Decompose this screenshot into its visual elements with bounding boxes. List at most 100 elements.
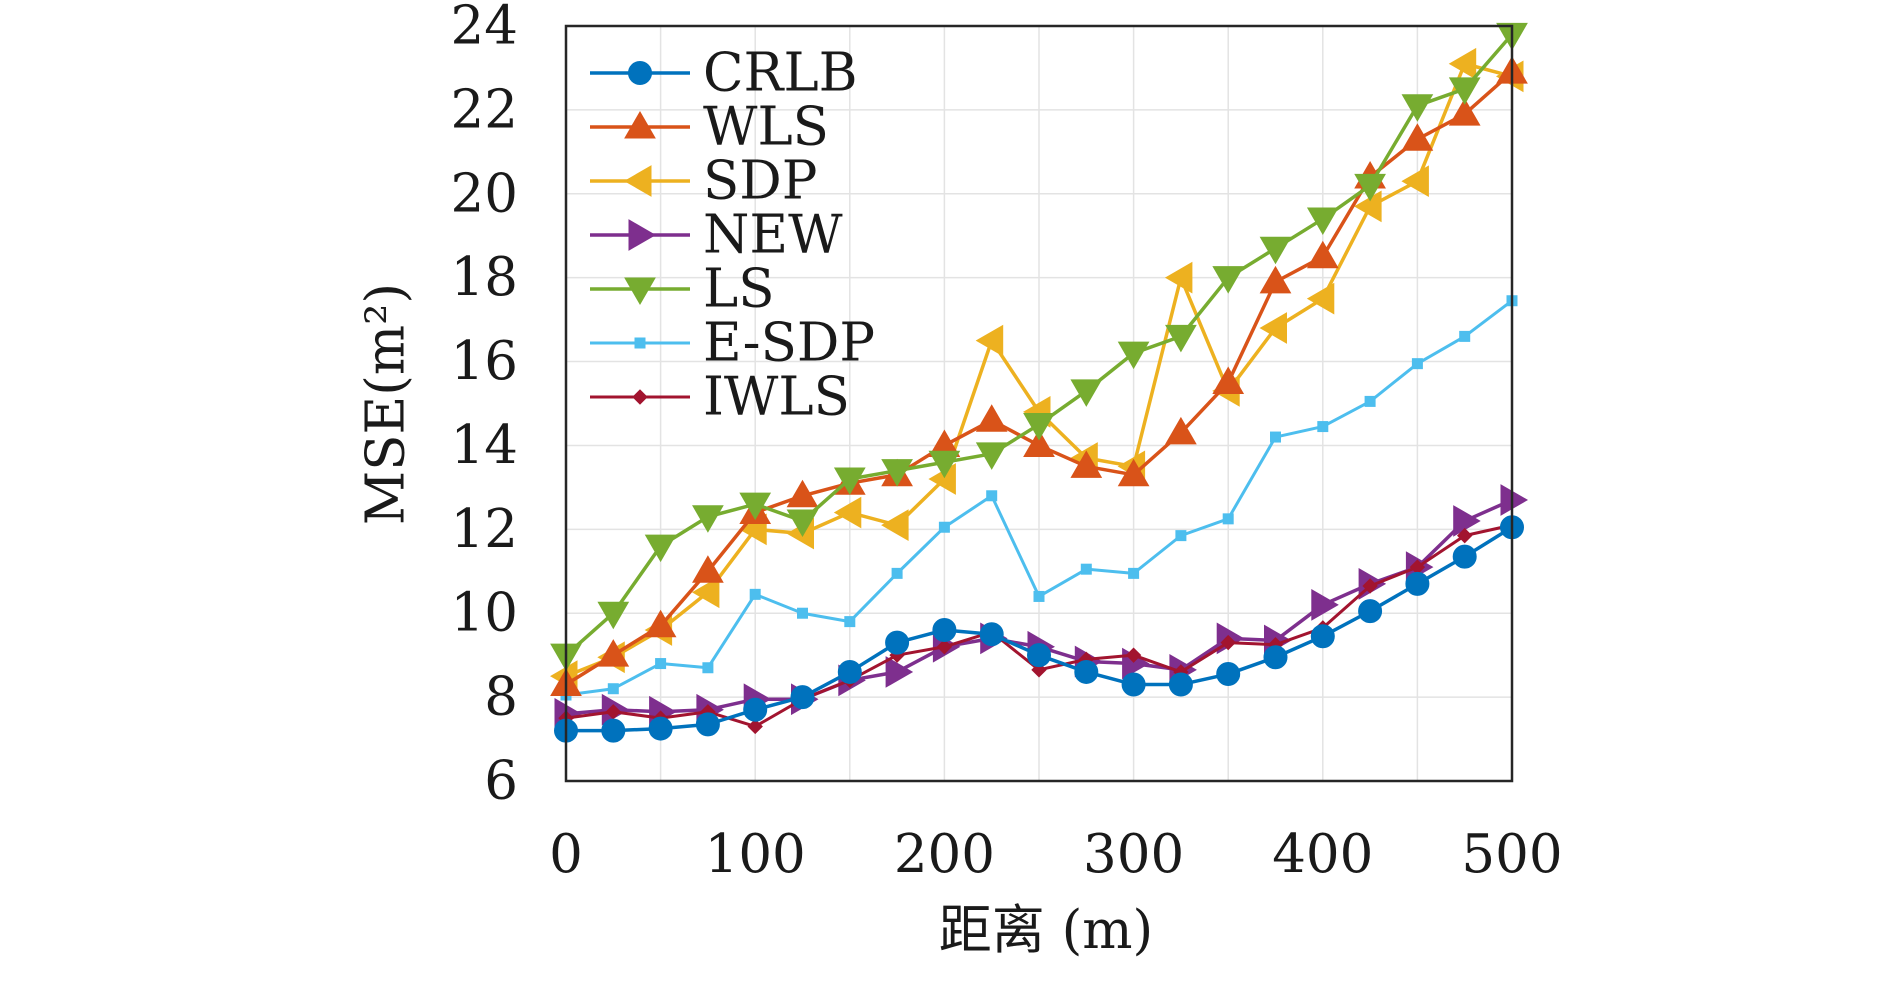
data-point [1212, 366, 1245, 395]
series-group [549, 22, 1529, 743]
legend-swatch-marker [634, 337, 646, 349]
data-point [1306, 207, 1339, 235]
data-point [1259, 265, 1292, 294]
data-point [739, 492, 772, 521]
data-point [1070, 450, 1103, 478]
data-point [1448, 77, 1481, 105]
plot-area-frame [564, 24, 1514, 783]
data-point [885, 630, 910, 655]
data-point [1448, 98, 1481, 126]
y-tick-label: 6 [484, 751, 518, 812]
data-point [1452, 544, 1477, 569]
data-point [1362, 578, 1378, 594]
y-tick-label: 24 [451, 0, 518, 57]
legend-swatch-marker [624, 277, 656, 306]
data-point [692, 505, 724, 533]
y-tick-label: 10 [451, 583, 518, 644]
x-tick-label: 500 [1461, 824, 1562, 885]
data-point [1405, 571, 1430, 596]
legend-label: LS [703, 259, 775, 320]
data-point [1364, 395, 1376, 407]
data-point [1306, 282, 1335, 315]
data-point [1354, 190, 1382, 223]
data-point [1168, 672, 1193, 697]
data-point [1259, 312, 1287, 344]
y-tick-label: 8 [484, 667, 518, 728]
legend-item-wls: WLS [590, 97, 829, 158]
x-tick-label: 0 [549, 824, 583, 885]
data-point [1453, 505, 1481, 537]
data-point [891, 567, 903, 579]
data-point [1459, 330, 1471, 342]
data-point [786, 479, 819, 508]
data-point [1212, 266, 1245, 294]
data-point [1310, 624, 1335, 649]
data-point [979, 622, 1004, 647]
data-point [1070, 379, 1103, 407]
data-point [644, 534, 677, 563]
data-point [1175, 530, 1187, 542]
legend-label: SDP [703, 151, 817, 212]
data-point [1263, 645, 1288, 670]
legend-swatch-marker [623, 165, 652, 197]
data-point [1117, 341, 1150, 370]
data-point [743, 697, 768, 722]
data-point [881, 509, 909, 542]
data-point [1117, 458, 1150, 487]
data-point [1128, 567, 1140, 579]
legend-swatch-marker [632, 389, 648, 405]
y-tick-label: 16 [451, 331, 518, 392]
data-point [1121, 672, 1146, 697]
legend-label: WLS [703, 97, 829, 158]
data-point [975, 442, 1008, 470]
data-point [1311, 588, 1339, 621]
data-point [975, 404, 1008, 432]
data-point [1125, 647, 1142, 663]
x-axis-title: 距离 (m) [939, 900, 1153, 961]
data-point [1401, 94, 1434, 122]
data-point [1500, 484, 1529, 516]
legend-label: E-SDP [703, 313, 875, 374]
data-point [1306, 240, 1339, 269]
legend-swatch-marker [628, 219, 657, 251]
data-point [1317, 421, 1329, 433]
x-tick-label: 200 [894, 824, 995, 885]
y-tick-label: 18 [451, 247, 518, 308]
data-point [938, 521, 950, 533]
legend-item-crlb: CRLB [590, 43, 858, 104]
data-point [881, 459, 913, 487]
data-point [975, 324, 1004, 357]
data-point [747, 718, 763, 735]
data-point [1165, 416, 1197, 445]
data-point [1033, 590, 1045, 602]
data-point [833, 496, 862, 529]
data-point [597, 601, 630, 630]
data-point [644, 609, 677, 638]
data-point [601, 718, 626, 743]
data-point [1222, 513, 1234, 525]
data-point [695, 712, 720, 737]
data-point [928, 450, 961, 479]
data-point [797, 607, 808, 619]
data-point [1259, 236, 1292, 265]
legend-item-ls: LS [590, 259, 775, 320]
legend-label: IWLS [703, 367, 850, 428]
tick-labels: 0 100 200 300 400 500 6 8 10 12 14 16 18 20 22 24 [451, 0, 1563, 885]
data-point [986, 490, 998, 502]
data-point [1023, 429, 1055, 457]
data-point [1411, 358, 1423, 370]
data-point [607, 683, 619, 695]
data-point [1401, 123, 1434, 151]
legend-swatch-marker [624, 110, 656, 139]
data-point [932, 618, 957, 642]
y-tick-label: 14 [451, 415, 518, 476]
data-point [936, 639, 953, 655]
data-point [1358, 599, 1383, 624]
data-point [702, 662, 714, 674]
data-point [1354, 173, 1386, 202]
data-point [1448, 47, 1477, 80]
data-point [786, 509, 819, 537]
data-point [1216, 662, 1241, 687]
